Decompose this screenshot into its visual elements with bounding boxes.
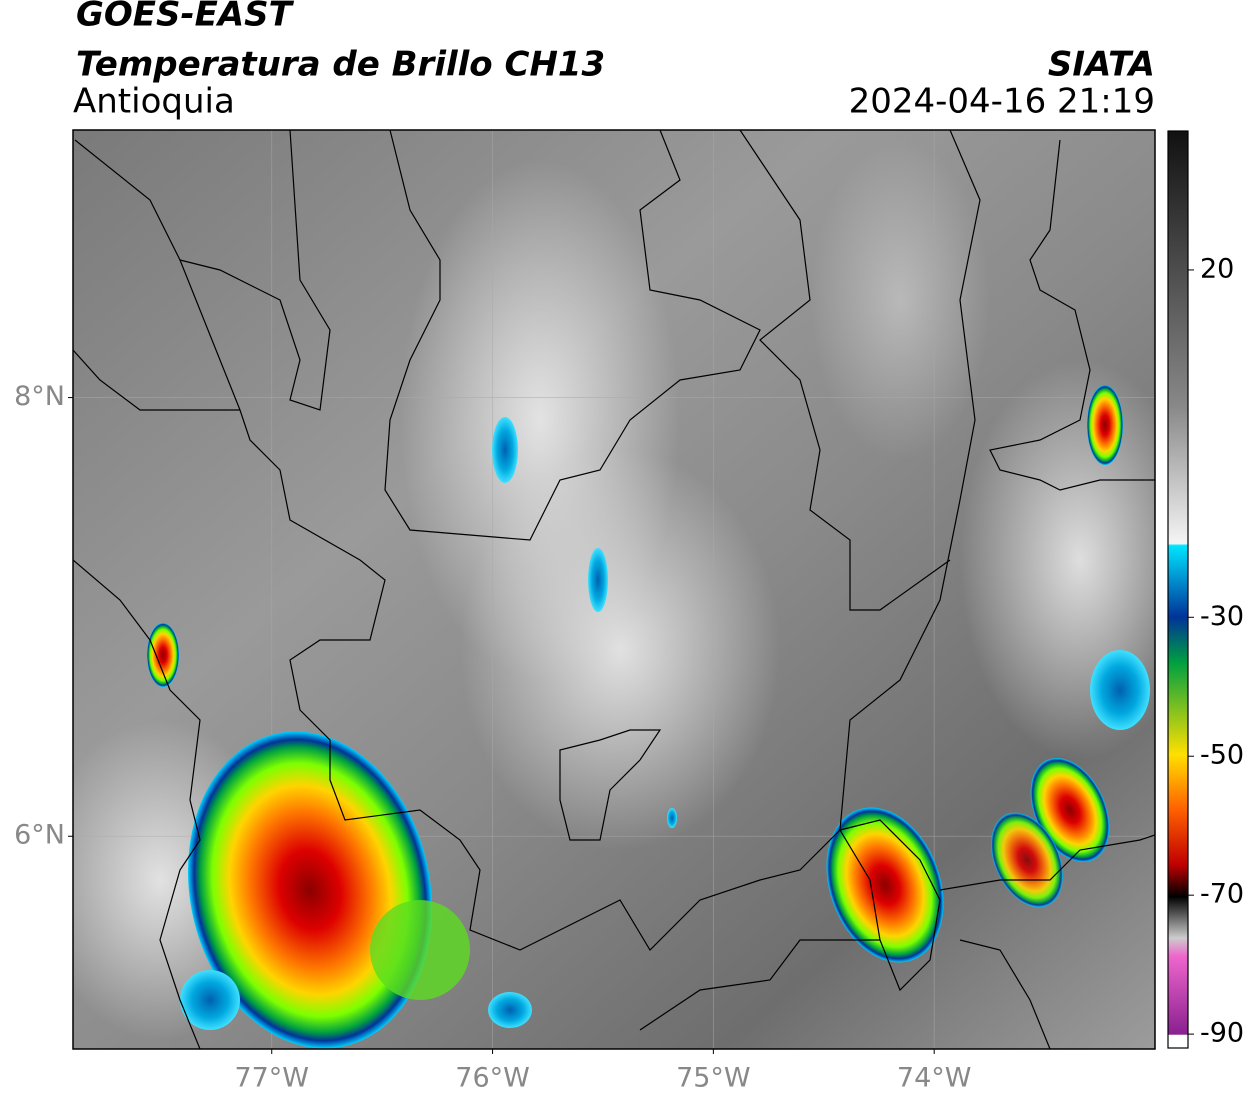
storm-cell (1087, 385, 1123, 465)
colorbar-label: -70 (1200, 879, 1244, 910)
datetime: 2024-04-16 21:19 (849, 82, 1155, 122)
cold-top (180, 970, 240, 1030)
cloud (460, 450, 780, 850)
colorbar-ticks: 20 -30 -50 -70 -90 (1188, 253, 1244, 1049)
storms (147, 385, 1150, 1049)
y-tick-label: 6°N (14, 820, 65, 851)
subtitle: Temperatura de Brillo CH13 (76, 45, 605, 85)
border (989, 139, 1155, 491)
axis-labels: 77°W 76°W 75°W 74°W 8°N 6°N (14, 381, 971, 1093)
colorbar-label: -90 (1200, 1018, 1244, 1049)
border (73, 559, 201, 1049)
border (74, 130, 981, 951)
colorbar (1167, 130, 1189, 1049)
border (839, 819, 941, 992)
storm-cell (187, 731, 433, 1049)
y-tick-label: 8°N (14, 381, 65, 412)
borders (73, 130, 1155, 1049)
border (384, 130, 761, 541)
cold-top (492, 417, 518, 483)
border (939, 834, 1155, 891)
source: SIATA (1048, 45, 1155, 85)
x-tick-label: 76°W (455, 1063, 530, 1094)
map-area (73, 130, 1155, 1049)
x-tick-label: 74°W (897, 1063, 972, 1094)
x-tick-label: 75°W (676, 1063, 751, 1094)
border (739, 130, 951, 611)
x-tick-label: 77°W (234, 1063, 309, 1094)
map-frame (72, 129, 1156, 1050)
region: Antioquia (73, 82, 235, 122)
title: GOES-EAST (76, 0, 295, 35)
colorbar-label: -50 (1200, 740, 1244, 771)
storm-cell (991, 812, 1063, 908)
cold-top (488, 992, 532, 1028)
cold-top (588, 548, 608, 612)
colorbar-label: 20 (1200, 253, 1234, 284)
border (639, 939, 1051, 1049)
colorbar-label: -30 (1200, 601, 1244, 632)
storm-cell (826, 807, 944, 963)
storm-cell (1030, 758, 1110, 862)
cold-top (667, 808, 677, 828)
border (559, 729, 662, 841)
coast (73, 349, 240, 411)
coast (179, 130, 331, 411)
cloud (810, 140, 990, 460)
cold-top (1090, 650, 1150, 730)
storm-cell (147, 623, 179, 687)
storm-cell (370, 900, 470, 1000)
